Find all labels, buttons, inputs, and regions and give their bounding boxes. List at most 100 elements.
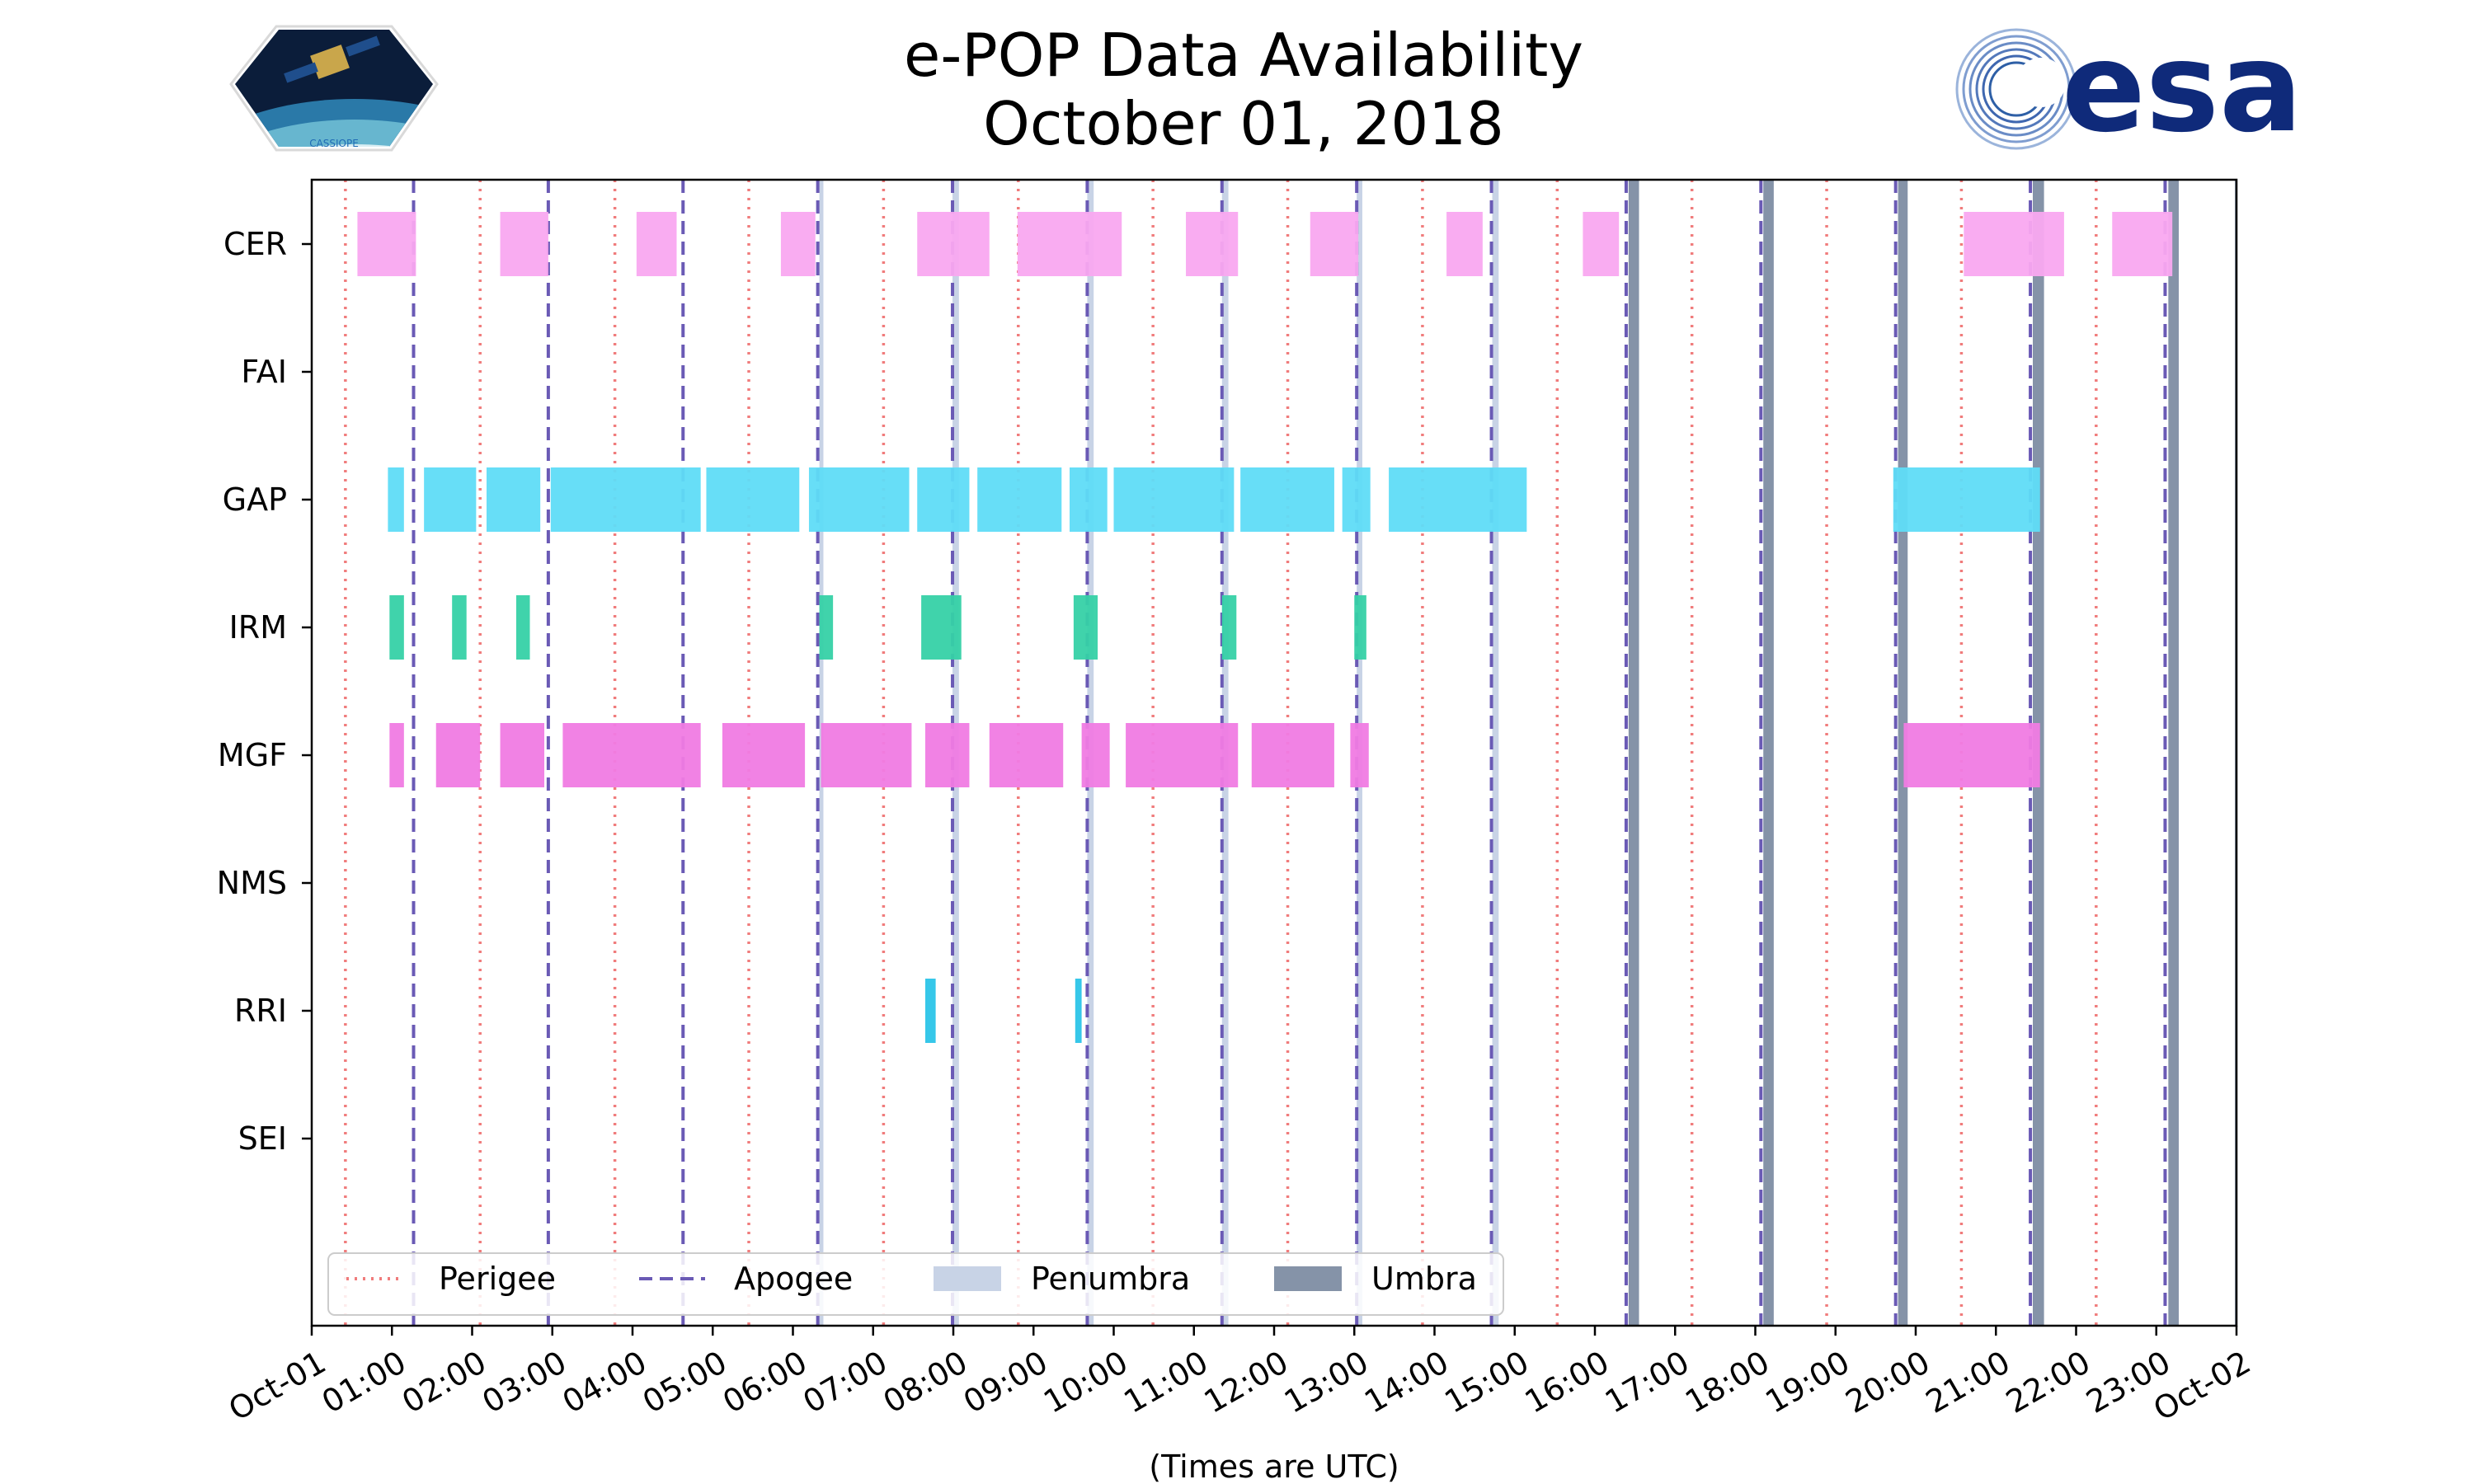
x-tick-label: 19:00 [1759, 1344, 1856, 1421]
gap-bar [487, 467, 541, 532]
gap-bar [1389, 467, 1527, 532]
irm-bar [921, 595, 962, 660]
cer-bar [500, 212, 548, 276]
mgf-bar [924, 723, 970, 787]
cassiope-logo-text: CASSIOPE [309, 138, 359, 149]
x-tick-label: 20:00 [1840, 1344, 1936, 1421]
cer-bar [917, 212, 990, 276]
cer-bar [1446, 212, 1483, 276]
x-tick-label: 02:00 [396, 1344, 492, 1421]
esa-logo-text: esa [2062, 16, 2302, 160]
mgf-bar [989, 723, 1064, 787]
x-tick-label: 08:00 [877, 1344, 974, 1421]
mgf-bar [389, 723, 404, 787]
y-tick-label-cer: CER [223, 226, 287, 262]
irm-bar [1354, 595, 1366, 660]
x-tick-label: 11:00 [1117, 1344, 1214, 1421]
chart-title: e-POP Data Availability [904, 21, 1583, 90]
gap-bar [1113, 467, 1235, 532]
x-tick-label: 04:00 [557, 1344, 653, 1421]
irm-bar [515, 595, 530, 660]
mgf-bar [1126, 723, 1239, 787]
mgf-bar [1251, 723, 1334, 787]
penumbra-band [1492, 180, 1499, 1326]
cer-bar [1310, 212, 1359, 276]
irm-bar [1221, 595, 1237, 660]
mgf-bar [1903, 723, 2040, 787]
legend-perigee-label: Perigee [439, 1261, 556, 1297]
x-tick-label: 18:00 [1679, 1344, 1776, 1421]
gap-bar [917, 467, 970, 532]
umbra-band [2168, 180, 2179, 1326]
mgf-bar [500, 723, 545, 787]
umbra-band [1763, 180, 1774, 1326]
legend-apogee-label: Apogee [734, 1261, 853, 1297]
gap-bar [1893, 467, 2040, 532]
y-tick-label-fai: FAI [241, 354, 287, 390]
cer-bar [1964, 212, 2064, 276]
legend-penumbra-label: Penumbra [1031, 1261, 1190, 1297]
gap-bar [1342, 467, 1371, 532]
legend: Perigee Apogee Penumbra Umbra [327, 1252, 1504, 1316]
x-axis-label: (Times are UTC) [1149, 1449, 1399, 1484]
gap-bar [424, 467, 477, 532]
x-axis: Oct-0101:0002:0003:0004:0005:0006:0007:0… [223, 1326, 2257, 1428]
x-tick-label: 06:00 [717, 1344, 813, 1421]
gap-bar [808, 467, 910, 532]
y-tick-label-gap: GAP [223, 481, 287, 518]
y-axis: CER FAI GAP IRM MGF NMS RRI SEI [217, 226, 312, 1157]
x-tick-label: 07:00 [797, 1344, 893, 1421]
gap-bar [977, 467, 1062, 532]
x-tick-label: 16:00 [1519, 1344, 1616, 1421]
legend-box [327, 1252, 1504, 1316]
x-tick-label: 01:00 [316, 1344, 412, 1421]
gap-bar [388, 467, 404, 532]
umbra-band [1628, 180, 1639, 1326]
irm-bar [819, 595, 834, 660]
data-bars [357, 212, 2173, 1043]
gap-bar [1070, 467, 1108, 532]
x-tick-label: 21:00 [1920, 1344, 2016, 1421]
y-tick-label-rri: RRI [234, 993, 287, 1029]
mgf-bar [1081, 723, 1110, 787]
esa-logo: esa [1955, 16, 2302, 160]
cer-bar [357, 212, 416, 276]
gap-bar [550, 467, 701, 532]
cer-bar [2112, 212, 2173, 276]
legend-umbra-label: Umbra [1371, 1261, 1477, 1297]
irm-bar [452, 595, 467, 660]
mgf-bar [1350, 723, 1369, 787]
rri-bar [1075, 979, 1082, 1043]
irm-bar [1073, 595, 1098, 660]
legend-umbra-swatch [1274, 1266, 1342, 1291]
x-tick-label: 05:00 [637, 1344, 733, 1421]
gap-bar [1240, 467, 1334, 532]
cer-bar [636, 212, 677, 276]
y-tick-label-mgf: MGF [218, 737, 287, 773]
rri-bar [924, 979, 936, 1043]
chart-subtitle: October 01, 2018 [983, 89, 1504, 158]
irm-bar [389, 595, 404, 660]
x-tick-label: 10:00 [1037, 1344, 1134, 1421]
cer-bar [1017, 212, 1122, 276]
x-tick-label: 17:00 [1599, 1344, 1696, 1421]
mgf-bar [722, 723, 806, 787]
esa-swirl-icon [1955, 28, 2077, 150]
x-tick-label: 22:00 [2000, 1344, 2096, 1421]
x-tick-label: 15:00 [1438, 1344, 1535, 1421]
mgf-bar [821, 723, 912, 787]
umbra-band [1898, 180, 1908, 1326]
x-tick-label: 13:00 [1278, 1344, 1375, 1421]
cer-bar [1583, 212, 1620, 276]
x-tick-label: 12:00 [1198, 1344, 1295, 1421]
y-tick-label-sei: SEI [238, 1120, 287, 1157]
y-tick-label-irm: IRM [229, 609, 287, 646]
gap-bar [706, 467, 800, 532]
mgf-bar [562, 723, 701, 787]
y-tick-label-nms: NMS [217, 865, 287, 901]
cer-bar [1186, 212, 1239, 276]
cer-bar [780, 212, 816, 276]
x-tick-label: 09:00 [957, 1344, 1054, 1421]
x-tick-label: Oct-01 [223, 1344, 332, 1428]
